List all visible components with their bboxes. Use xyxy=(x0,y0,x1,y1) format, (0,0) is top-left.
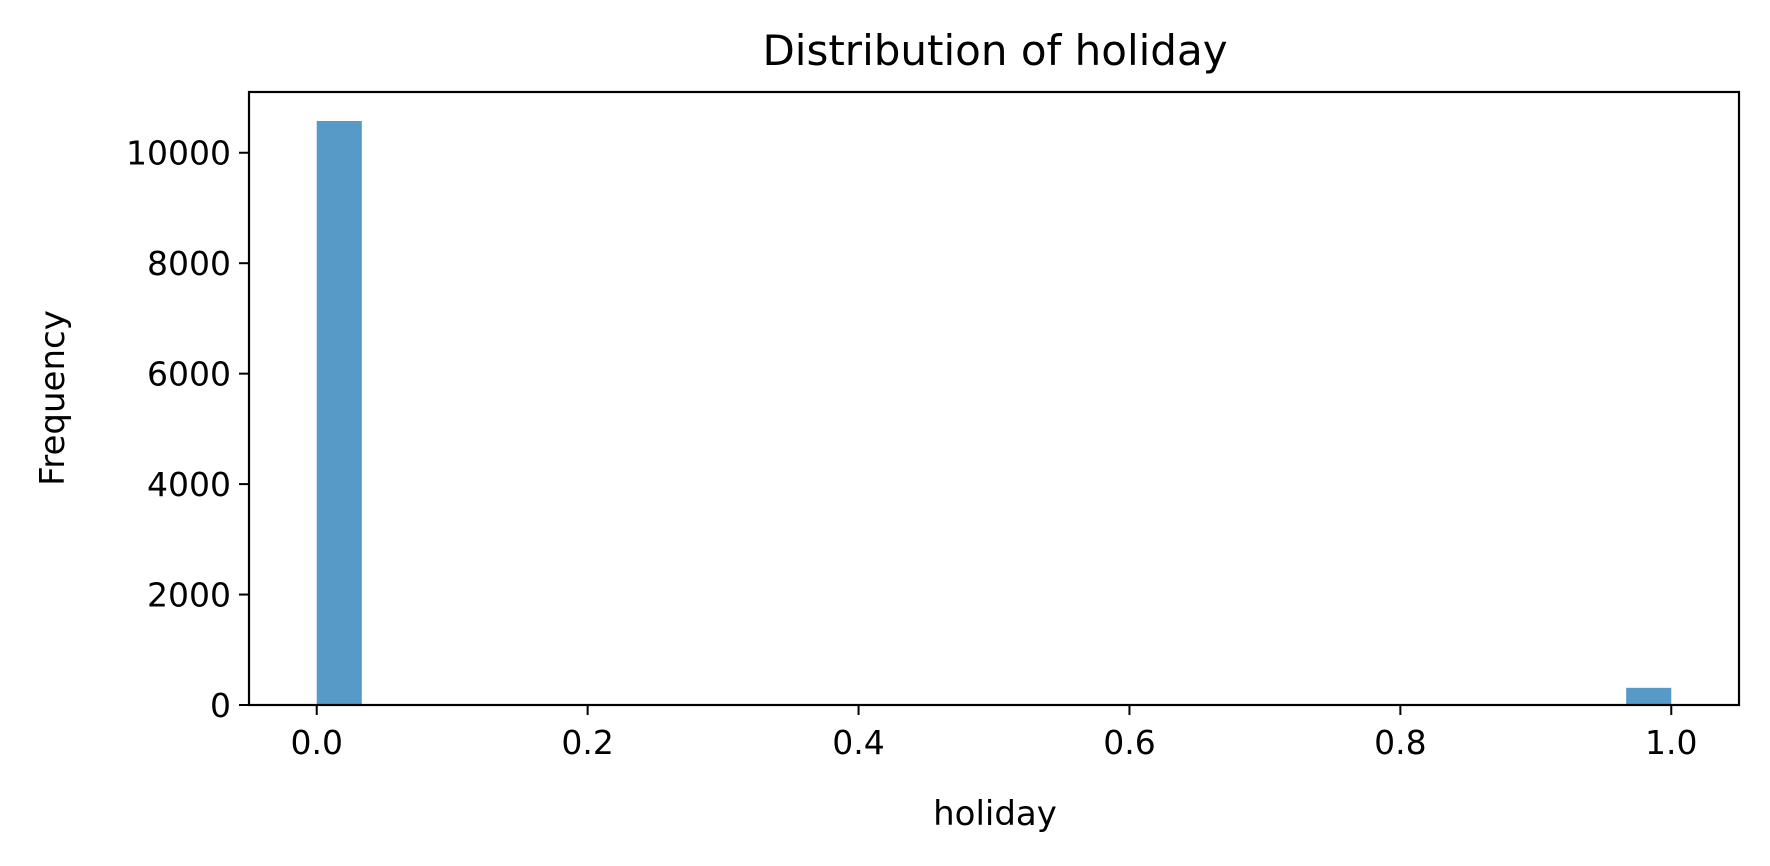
plot-frame xyxy=(247,90,1741,707)
histogram-bar-0 xyxy=(316,120,362,706)
histogram-bar-1 xyxy=(1626,687,1672,705)
x-tick-label: 1.0 xyxy=(1645,723,1697,762)
x-tick-label: 0.0 xyxy=(290,723,342,762)
y-axis-ticks: 0 2000 4000 6000 8000 10000 xyxy=(126,134,249,725)
y-axis-label: Frequency xyxy=(33,310,73,486)
y-tick-label: 4000 xyxy=(147,465,231,504)
x-axis-ticks: 0.0 0.2 0.4 0.6 0.8 1.0 xyxy=(290,705,1698,762)
x-tick-label: 0.4 xyxy=(832,723,884,762)
x-axis-label: holiday xyxy=(933,794,1057,834)
y-tick-label: 8000 xyxy=(147,244,231,283)
bars-group xyxy=(316,120,1672,706)
y-tick-label: 6000 xyxy=(147,355,231,394)
x-tick-label: 0.8 xyxy=(1374,723,1426,762)
y-tick-label: 0 xyxy=(210,686,231,725)
x-tick-label: 0.6 xyxy=(1103,723,1155,762)
chart-title: Distribution of holiday xyxy=(762,26,1227,75)
y-tick-label: 10000 xyxy=(126,134,231,173)
x-tick-label: 0.2 xyxy=(561,723,613,762)
y-tick-label: 2000 xyxy=(147,576,231,615)
